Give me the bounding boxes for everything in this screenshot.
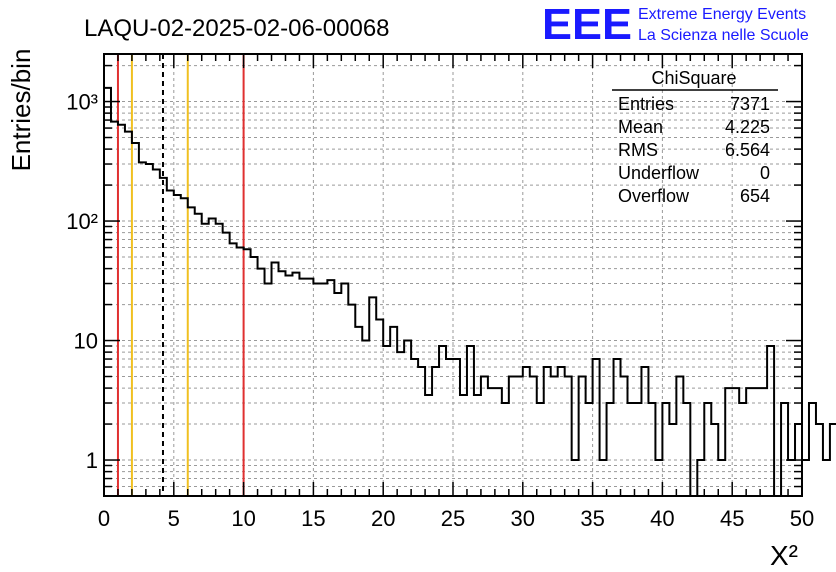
stats-value-mean: 4.225	[725, 117, 770, 137]
x-tick-label: 35	[580, 506, 604, 531]
y-tick-label: 10³	[66, 90, 98, 115]
stats-value-entries: 7371	[730, 94, 770, 114]
stats-label-entries: Entries	[618, 94, 674, 114]
x-tick-label: 50	[790, 506, 814, 531]
histogram-line	[104, 86, 836, 497]
run-title: LAQU-02-2025-02-06-00068	[84, 15, 390, 42]
tick-labels: 0 5 10 15 20 25 30 35 40 45 50 1 10 10² 10³	[66, 90, 814, 531]
y-tick-label: 1	[86, 448, 98, 473]
x-tick-label: 0	[98, 506, 110, 531]
stats-value-rms: 6.564	[725, 140, 770, 160]
y-tick-label: 10	[74, 329, 98, 354]
x-axis-label: X²	[770, 540, 798, 571]
x-tick-label: 40	[650, 506, 674, 531]
stats-label-underflow: Underflow	[618, 163, 700, 183]
stats-box: ChiSquare Entries 7371 Mean 4.225 RMS 6.…	[612, 68, 778, 206]
x-tick-label: 20	[371, 506, 395, 531]
vertical-markers	[116, 54, 245, 496]
stats-value-underflow: 0	[760, 163, 770, 183]
x-tick-label: 45	[720, 506, 744, 531]
logo-line-2: La Scienza nelle Scuole	[638, 27, 809, 44]
y-tick-label: 10²	[66, 209, 98, 234]
stats-value-overflow: 654	[740, 186, 770, 206]
x-tick-label: 15	[301, 506, 325, 531]
x-tick-label: 30	[511, 506, 535, 531]
y-axis-label: Entries/bin	[6, 49, 36, 172]
x-tick-label: 25	[441, 506, 465, 531]
stats-label-overflow: Overflow	[618, 186, 690, 206]
axes	[103, 53, 803, 497]
x-tick-label: 10	[231, 506, 255, 531]
x-tick-label: 5	[168, 506, 180, 531]
stats-label-rms: RMS	[618, 140, 658, 160]
eee-logo: EEE	[542, 0, 632, 49]
stats-label-mean: Mean	[618, 117, 663, 137]
logo-line-1: Extreme Energy Events	[638, 6, 806, 23]
grid-lines	[104, 54, 802, 496]
stats-title: ChiSquare	[651, 68, 736, 88]
